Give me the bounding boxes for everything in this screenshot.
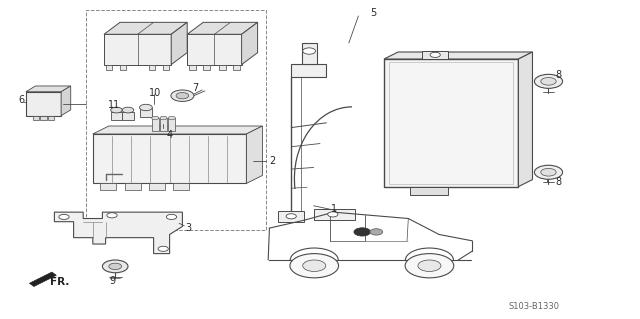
Circle shape bbox=[534, 165, 563, 179]
Circle shape bbox=[158, 246, 168, 251]
Bar bbox=[120, 64, 127, 70]
Polygon shape bbox=[518, 52, 532, 187]
Bar bbox=[384, 59, 518, 187]
Bar bbox=[188, 34, 242, 64]
Circle shape bbox=[111, 107, 122, 113]
Bar bbox=[93, 134, 246, 183]
Polygon shape bbox=[29, 272, 56, 286]
Circle shape bbox=[59, 214, 69, 219]
Text: 2: 2 bbox=[269, 156, 275, 166]
Polygon shape bbox=[242, 22, 258, 64]
Circle shape bbox=[354, 228, 371, 236]
Circle shape bbox=[303, 48, 316, 54]
Circle shape bbox=[541, 78, 556, 85]
Polygon shape bbox=[104, 22, 188, 34]
Bar bbox=[204, 64, 210, 70]
Circle shape bbox=[430, 52, 440, 57]
Bar bbox=[140, 108, 152, 117]
Text: S103-B1330: S103-B1330 bbox=[509, 302, 560, 311]
Polygon shape bbox=[93, 126, 262, 134]
Bar bbox=[189, 64, 196, 70]
Polygon shape bbox=[122, 112, 134, 120]
Circle shape bbox=[418, 260, 441, 271]
Text: FR.: FR. bbox=[50, 277, 69, 287]
Bar bbox=[219, 64, 226, 70]
Text: 10: 10 bbox=[148, 87, 161, 98]
Bar bbox=[168, 118, 175, 131]
Bar bbox=[48, 116, 54, 120]
Bar bbox=[26, 92, 61, 116]
Circle shape bbox=[152, 116, 159, 120]
Bar bbox=[33, 116, 39, 120]
Bar bbox=[160, 118, 167, 131]
Circle shape bbox=[171, 90, 194, 101]
Circle shape bbox=[286, 214, 296, 219]
Polygon shape bbox=[111, 112, 122, 120]
Bar bbox=[173, 183, 189, 190]
Bar bbox=[389, 62, 513, 184]
Text: 11: 11 bbox=[108, 100, 120, 110]
Circle shape bbox=[370, 229, 383, 235]
Circle shape bbox=[534, 74, 563, 88]
Bar bbox=[106, 64, 113, 70]
Circle shape bbox=[303, 260, 326, 271]
Bar bbox=[278, 211, 304, 222]
Circle shape bbox=[102, 260, 128, 273]
Circle shape bbox=[107, 213, 117, 218]
Text: 3: 3 bbox=[186, 223, 192, 233]
Text: 8: 8 bbox=[556, 70, 562, 80]
Text: 5: 5 bbox=[370, 8, 376, 18]
Polygon shape bbox=[26, 86, 70, 92]
Bar bbox=[302, 43, 317, 64]
Circle shape bbox=[176, 93, 189, 99]
Circle shape bbox=[405, 254, 454, 278]
Circle shape bbox=[328, 212, 338, 217]
Polygon shape bbox=[172, 22, 188, 64]
Circle shape bbox=[140, 104, 152, 111]
Polygon shape bbox=[246, 126, 262, 183]
Bar bbox=[100, 183, 116, 190]
Bar bbox=[314, 209, 355, 220]
Circle shape bbox=[166, 214, 177, 219]
Bar bbox=[86, 10, 266, 230]
Bar bbox=[422, 51, 448, 59]
Text: 7: 7 bbox=[192, 83, 198, 93]
Text: 8: 8 bbox=[556, 177, 562, 187]
Bar bbox=[125, 183, 141, 190]
Bar bbox=[149, 64, 156, 70]
Polygon shape bbox=[188, 22, 258, 34]
Bar bbox=[163, 64, 169, 70]
Circle shape bbox=[541, 168, 556, 176]
Circle shape bbox=[290, 254, 339, 278]
Polygon shape bbox=[54, 212, 182, 254]
Circle shape bbox=[168, 116, 175, 120]
Bar bbox=[104, 34, 172, 64]
Bar bbox=[149, 183, 165, 190]
Polygon shape bbox=[61, 86, 70, 116]
Text: 1: 1 bbox=[331, 204, 337, 214]
Circle shape bbox=[109, 263, 122, 270]
Bar bbox=[234, 64, 240, 70]
Text: 4: 4 bbox=[166, 130, 173, 140]
Bar bbox=[40, 116, 47, 120]
Text: 9: 9 bbox=[109, 276, 115, 286]
Bar bbox=[152, 118, 159, 131]
Bar bbox=[410, 187, 448, 195]
Text: 6: 6 bbox=[18, 95, 24, 106]
Polygon shape bbox=[384, 52, 532, 59]
Circle shape bbox=[122, 107, 134, 113]
Circle shape bbox=[160, 116, 167, 120]
Bar bbox=[291, 64, 326, 77]
